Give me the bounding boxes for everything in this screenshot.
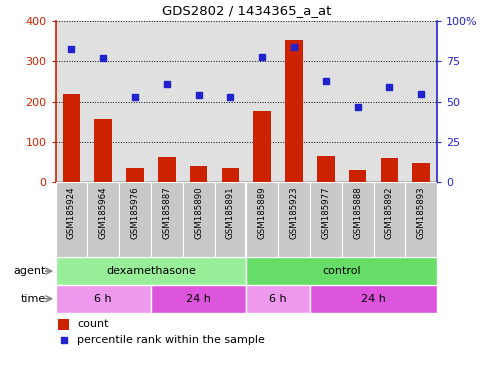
- Text: 6 h: 6 h: [95, 294, 112, 304]
- Text: GSM185977: GSM185977: [321, 186, 330, 239]
- Text: percentile rank within the sample: percentile rank within the sample: [77, 335, 265, 346]
- Bar: [285, 40, 303, 182]
- Bar: [246, 257, 437, 285]
- Bar: [214, 182, 246, 257]
- Text: GSM185887: GSM185887: [162, 186, 171, 239]
- Bar: [63, 94, 80, 182]
- Text: GSM185888: GSM185888: [353, 186, 362, 239]
- Bar: [58, 319, 69, 330]
- Point: [322, 78, 330, 84]
- Text: GSM185923: GSM185923: [289, 186, 298, 239]
- Bar: [278, 182, 310, 257]
- Bar: [56, 257, 246, 285]
- Text: 24 h: 24 h: [186, 294, 211, 304]
- Bar: [151, 182, 183, 257]
- Text: GSM185964: GSM185964: [99, 186, 108, 239]
- Text: time: time: [21, 294, 46, 304]
- Bar: [342, 182, 373, 257]
- Bar: [183, 182, 214, 257]
- Text: dexamethasone: dexamethasone: [106, 266, 196, 276]
- Bar: [190, 166, 207, 182]
- Bar: [151, 285, 246, 313]
- Bar: [126, 168, 144, 182]
- Point: [385, 84, 393, 90]
- Point: [99, 55, 107, 61]
- Text: GSM185890: GSM185890: [194, 186, 203, 239]
- Bar: [349, 170, 367, 182]
- Text: count: count: [77, 319, 108, 329]
- Text: 6 h: 6 h: [270, 294, 287, 304]
- Bar: [310, 182, 342, 257]
- Bar: [119, 182, 151, 257]
- Bar: [373, 182, 405, 257]
- Text: GSM185891: GSM185891: [226, 186, 235, 239]
- Text: GSM185892: GSM185892: [385, 186, 394, 239]
- Point: [195, 92, 202, 98]
- Bar: [246, 285, 310, 313]
- Bar: [405, 182, 437, 257]
- Text: GSM185924: GSM185924: [67, 186, 76, 239]
- Text: GSM185976: GSM185976: [130, 186, 140, 239]
- Bar: [310, 285, 437, 313]
- Bar: [158, 157, 176, 182]
- Point: [131, 94, 139, 100]
- Bar: [87, 182, 119, 257]
- Text: agent: agent: [14, 266, 46, 276]
- Point: [354, 104, 361, 110]
- Bar: [56, 285, 151, 313]
- Text: GSM185893: GSM185893: [417, 186, 426, 239]
- Point: [68, 45, 75, 51]
- Text: GSM185889: GSM185889: [258, 186, 267, 239]
- Bar: [254, 111, 271, 182]
- Title: GDS2802 / 1434365_a_at: GDS2802 / 1434365_a_at: [162, 4, 331, 17]
- Bar: [56, 182, 87, 257]
- Bar: [317, 156, 335, 182]
- Point: [60, 338, 68, 344]
- Point: [417, 91, 425, 97]
- Point: [163, 81, 170, 87]
- Bar: [222, 168, 239, 182]
- Text: control: control: [323, 266, 361, 276]
- Text: 24 h: 24 h: [361, 294, 386, 304]
- Bar: [246, 182, 278, 257]
- Bar: [412, 164, 430, 182]
- Bar: [381, 158, 398, 182]
- Point: [227, 94, 234, 100]
- Point: [290, 44, 298, 50]
- Bar: [95, 119, 112, 182]
- Point: [258, 53, 266, 60]
